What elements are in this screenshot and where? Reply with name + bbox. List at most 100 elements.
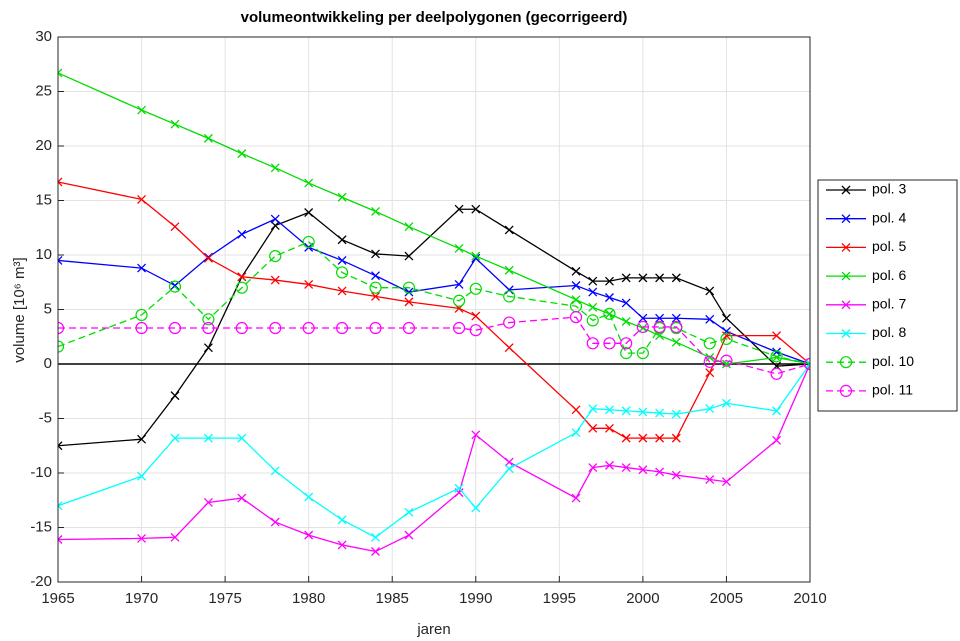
x-tick-label: 2010 xyxy=(793,590,826,607)
x-tick-label: 1995 xyxy=(543,590,576,607)
marker xyxy=(402,321,416,335)
marker xyxy=(337,255,347,265)
marker xyxy=(772,331,782,341)
marker xyxy=(335,266,349,279)
legend-marker xyxy=(839,384,853,397)
marker xyxy=(503,316,516,329)
x-tick-label: 1970 xyxy=(125,590,158,607)
x-tick-label: 1990 xyxy=(459,590,492,607)
marker xyxy=(638,433,648,443)
marker xyxy=(655,408,665,418)
marker xyxy=(170,433,180,443)
marker xyxy=(605,293,614,302)
marker xyxy=(337,192,347,202)
x-tick-label: 1965 xyxy=(41,590,74,607)
marker xyxy=(620,337,633,350)
marker xyxy=(203,343,213,353)
marker xyxy=(671,433,681,443)
marker xyxy=(571,428,581,438)
marker xyxy=(337,540,347,550)
legend-label: pol. 7 xyxy=(872,296,906,312)
marker xyxy=(454,483,464,493)
marker xyxy=(705,286,715,296)
series-line xyxy=(58,363,810,553)
legend-marker xyxy=(841,214,851,224)
marker xyxy=(805,359,810,369)
y-axis-label: volume [10⁶ m³] xyxy=(11,257,28,362)
marker xyxy=(58,177,63,187)
legend-label: pol. 5 xyxy=(872,238,906,254)
marker xyxy=(605,405,614,415)
x-tick-label: 2005 xyxy=(710,590,743,607)
marker xyxy=(170,281,180,290)
marker xyxy=(371,532,380,542)
marker xyxy=(170,532,180,542)
marker xyxy=(803,357,810,371)
marker xyxy=(270,517,280,527)
marker xyxy=(503,290,516,303)
marker xyxy=(58,255,63,265)
marker xyxy=(636,320,649,334)
marker xyxy=(588,404,598,414)
marker xyxy=(703,355,716,368)
marker xyxy=(588,423,598,433)
marker xyxy=(671,337,681,347)
marker xyxy=(452,321,466,335)
marker xyxy=(772,406,782,416)
marker xyxy=(452,294,466,307)
marker xyxy=(703,337,716,350)
legend-marker xyxy=(839,356,853,369)
marker xyxy=(504,464,514,474)
marker xyxy=(335,321,349,335)
marker xyxy=(371,206,380,216)
marker xyxy=(571,295,581,305)
marker xyxy=(471,311,481,321)
marker xyxy=(504,265,514,275)
marker xyxy=(471,253,481,263)
legend-marker xyxy=(841,271,851,281)
y-tick-label: -10 xyxy=(30,464,52,481)
series-layer xyxy=(58,68,810,556)
marker xyxy=(721,313,731,323)
marker xyxy=(304,178,314,188)
marker xyxy=(137,533,147,543)
marker xyxy=(454,204,464,214)
marker xyxy=(269,249,282,263)
axes-box xyxy=(57,36,811,583)
marker xyxy=(337,235,347,245)
marker xyxy=(404,251,414,261)
marker xyxy=(137,105,147,115)
marker xyxy=(135,321,148,335)
marker xyxy=(620,347,633,360)
marker xyxy=(237,433,247,443)
marker xyxy=(670,320,683,334)
marker xyxy=(404,222,414,232)
marker xyxy=(371,547,380,556)
marker xyxy=(720,332,733,346)
marker xyxy=(705,475,715,484)
legend: pol. 3 pol. 4 pol. 5 pol. 6 pol. 7 pol. 8 pol.… xyxy=(817,179,958,412)
marker xyxy=(705,368,715,378)
series-line xyxy=(58,241,810,365)
marker xyxy=(603,337,616,350)
marker xyxy=(404,530,414,540)
marker xyxy=(304,492,314,502)
y-tick-label: 20 xyxy=(35,137,52,154)
marker xyxy=(237,229,247,239)
marker xyxy=(504,285,514,295)
legend-label: pol. 4 xyxy=(872,209,906,225)
x-axis-label: jaren xyxy=(416,621,450,638)
marker xyxy=(454,244,464,253)
marker xyxy=(721,398,731,408)
marker xyxy=(671,313,681,323)
marker xyxy=(671,273,681,283)
marker xyxy=(404,287,414,297)
marker xyxy=(469,324,482,337)
marker xyxy=(270,214,280,224)
marker xyxy=(269,321,282,335)
marker xyxy=(605,276,614,286)
marker xyxy=(471,204,481,214)
legend-label: pol. 10 xyxy=(872,353,914,369)
marker xyxy=(203,497,213,507)
marker xyxy=(569,311,583,324)
